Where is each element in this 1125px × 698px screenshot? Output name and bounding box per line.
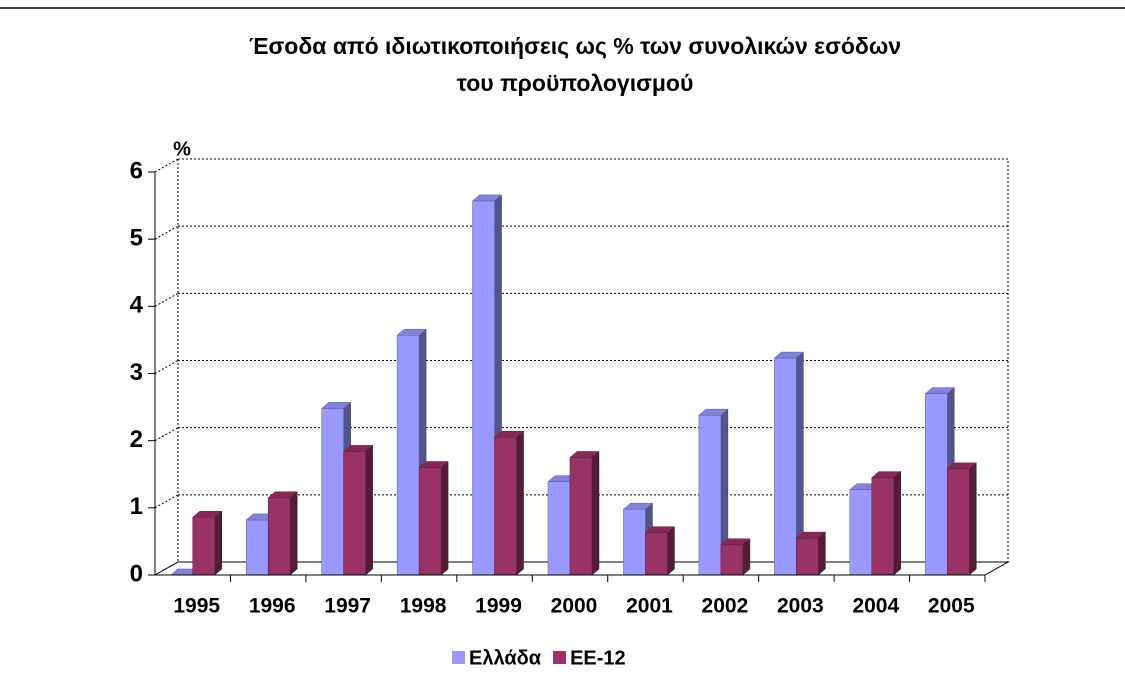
bar-front: [947, 468, 970, 576]
bar: [192, 510, 223, 576]
x-tick-label: 1998: [400, 595, 447, 618]
y-tick-label: 1: [130, 493, 143, 520]
bar: [342, 444, 374, 576]
bar-side: [440, 460, 449, 576]
bar-side: [742, 538, 751, 576]
bar-top: [698, 408, 729, 416]
bar-top: [396, 328, 427, 336]
grid-line-side: [154, 225, 179, 240]
bar-front: [623, 508, 646, 576]
bar-top: [924, 387, 955, 394]
legend-swatch: [553, 651, 567, 664]
bar-front: [849, 489, 873, 576]
bar-front: [192, 516, 215, 576]
y-tick-label: 6: [130, 157, 143, 184]
bar: [418, 460, 449, 576]
bar-top: [493, 431, 525, 438]
bar-top: [773, 351, 805, 359]
bar-front: [698, 414, 722, 576]
y-tick-label: 4: [130, 292, 144, 319]
bar-top: [946, 462, 977, 470]
y-tick-label: 0: [130, 560, 143, 587]
grid-line-side: [154, 494, 179, 509]
bar: [946, 462, 977, 576]
bar-side: [516, 430, 524, 576]
bar-top: [622, 502, 654, 510]
bar-top: [644, 526, 676, 533]
grid-line-side: [154, 360, 179, 374]
bar-front: [472, 200, 495, 576]
bar-front: [343, 451, 366, 576]
bar-top: [871, 471, 902, 478]
bar-top: [569, 451, 600, 458]
bar-top: [720, 538, 751, 546]
x-tick-label: 2002: [702, 595, 749, 618]
x-tick-label: 1995: [173, 595, 220, 618]
bar-front: [418, 467, 442, 576]
bar: [493, 430, 525, 576]
bar-side: [667, 526, 675, 576]
legend-label: ΕΕ-12: [570, 647, 626, 669]
chart-title: Έσοδα από ιδιωτικοποιήσεις ως % των συνο…: [249, 33, 901, 96]
grid-line-side: [154, 158, 179, 173]
bar-top: [418, 461, 449, 468]
bar: [720, 538, 751, 576]
legend-swatch: [452, 651, 465, 664]
bar-side: [214, 510, 222, 576]
bar-front: [720, 544, 744, 576]
bar-front: [396, 334, 420, 576]
y-tick-label: 3: [130, 359, 143, 386]
x-tick-label: 2001: [626, 595, 673, 618]
legend-label: Ελλάδα: [469, 647, 542, 669]
bar-front: [245, 519, 269, 576]
y-tick-label: 5: [130, 225, 143, 252]
bar: [644, 526, 676, 576]
bar-front: [645, 532, 668, 576]
bar-side: [818, 531, 826, 576]
bar-top: [342, 445, 374, 452]
bar: [698, 408, 729, 576]
bar: [267, 491, 298, 576]
bar-front: [569, 457, 593, 576]
bar-top: [267, 491, 298, 499]
y-tick-label: 2: [130, 426, 143, 453]
x-tick-label: 2003: [777, 595, 824, 618]
x-tick-label: 1996: [249, 595, 296, 618]
grid-line-side: [154, 292, 179, 307]
bar-top: [320, 402, 352, 409]
x-tick-label: 1999: [475, 595, 522, 618]
bar: [569, 450, 600, 576]
bar-side: [365, 444, 373, 576]
bar-front: [267, 497, 291, 576]
bar-top: [471, 194, 503, 202]
bar-front: [796, 537, 819, 576]
bar-front: [547, 481, 571, 576]
bar-front: [871, 477, 895, 576]
x-tick-label: 2005: [928, 595, 975, 618]
bar-front: [925, 393, 948, 576]
bar-side: [591, 450, 600, 576]
y-axis-label: %: [173, 138, 191, 160]
bar-front: [494, 437, 517, 576]
bar-top: [192, 510, 223, 518]
bar: [773, 351, 805, 576]
bar-front: [774, 357, 797, 576]
bar: [871, 471, 902, 576]
x-tick-label: 2004: [852, 595, 899, 618]
bar-side: [969, 462, 977, 576]
bar-side: [893, 471, 902, 576]
bar: [795, 531, 827, 576]
bar-front: [321, 408, 344, 576]
grid-line-side: [154, 427, 179, 442]
x-tick-label: 1997: [324, 595, 371, 618]
x-tick-label: 2000: [551, 595, 598, 618]
bar-side: [289, 491, 298, 576]
bar-top: [795, 531, 827, 539]
